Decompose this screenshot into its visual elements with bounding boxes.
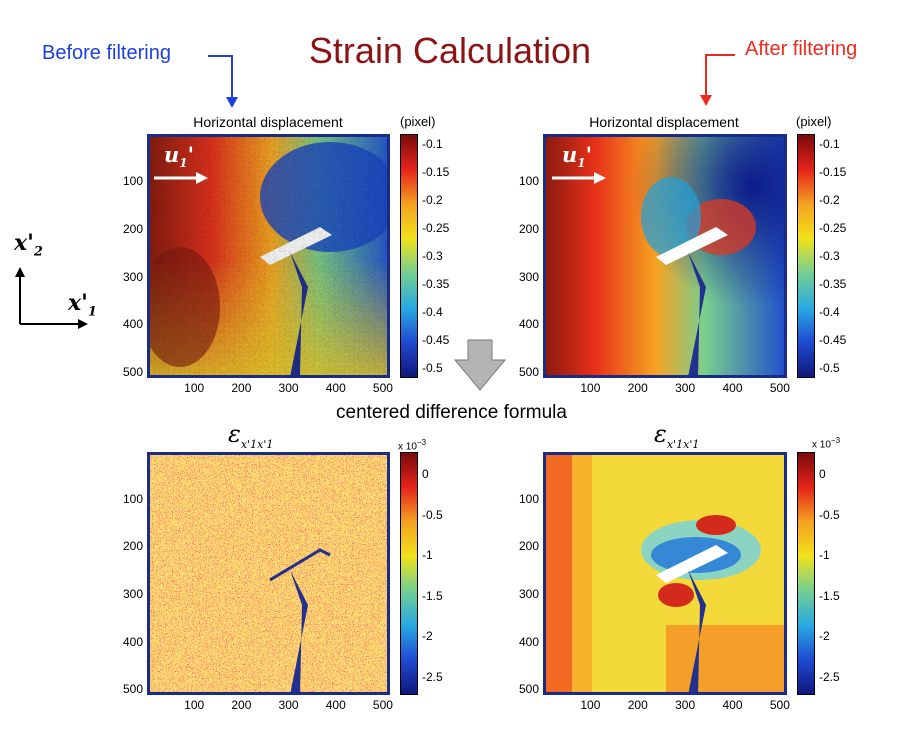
x-tick-label: 500 — [372, 698, 393, 712]
colorbar-tick-label: -0.5 — [422, 361, 443, 375]
y-tick-label: 300 — [122, 586, 143, 601]
top-left-colorbar — [400, 134, 418, 378]
top-right-plot-title: Horizontal displacement — [589, 114, 739, 130]
colorbar-tick-label: -0.4 — [819, 305, 840, 319]
x-tick-label: 500 — [372, 381, 393, 395]
bottom-left-heatmap — [147, 452, 390, 695]
page-title: Strain Calculation — [308, 30, 592, 71]
colorbar-tick-label: -0.3 — [819, 249, 840, 263]
y-tick-label: 300 — [122, 269, 143, 284]
y-tick-label: 500 — [518, 682, 539, 697]
colorbar-tick-label: -1 — [422, 548, 433, 563]
colorbar-tick-label: -0.15 — [819, 165, 847, 179]
colorbar-tick-label: -0.5 — [819, 507, 840, 522]
bottom-right-colorbar — [797, 452, 815, 695]
x-tick-label: 300 — [278, 698, 299, 712]
before-filtering-label: Before filtering — [42, 42, 171, 64]
top-right-unit: (pixel) — [796, 114, 832, 129]
y-tick-label: 500 — [122, 365, 143, 380]
colorbar-tick-label: -0.45 — [819, 333, 847, 347]
x-tick-label: 300 — [675, 698, 696, 712]
x-tick-label: 200 — [627, 381, 648, 395]
y-tick-label: 200 — [122, 221, 143, 236]
colorbar-tick-label: -0.2 — [819, 193, 840, 207]
x1-axis-label: x'1 — [68, 290, 97, 320]
y-tick-label: 100 — [518, 491, 539, 506]
colorbar-tick-label: -0.45 — [422, 333, 450, 347]
colorbar-tick-label: -0.35 — [422, 277, 450, 291]
bottom-left-unit: x 10−3 — [398, 438, 427, 453]
colorbar-tick-label: -2 — [422, 629, 433, 644]
x-tick-label: 100 — [184, 381, 205, 395]
y-tick-label: 100 — [518, 173, 539, 188]
top-right-heatmap — [543, 134, 787, 378]
bottom-left-colorbar — [400, 452, 418, 695]
x-tick-label: 400 — [325, 698, 346, 712]
colorbar-tick-label: -2 — [819, 629, 830, 644]
bottom-right-plot-title: εx'1x'1 — [654, 420, 700, 451]
y-tick-label: 100 — [122, 173, 143, 188]
x-tick-label: 400 — [722, 698, 743, 712]
x-tick-label: 200 — [627, 698, 648, 712]
colorbar-tick-label: -0.4 — [422, 305, 443, 319]
method-label: centered difference formula — [336, 402, 567, 423]
after-filtering-label: After filtering — [745, 38, 858, 60]
x-tick-label: 500 — [769, 698, 790, 712]
x-tick-label: 400 — [722, 381, 743, 395]
colorbar-tick-label: -2.5 — [422, 670, 443, 684]
bottom-left-plot-title: εx'1x'1 — [228, 420, 274, 451]
x-tick-label: 100 — [580, 381, 601, 395]
top-left-unit: (pixel) — [400, 114, 436, 129]
x2-axis-label: x'2 — [14, 230, 43, 260]
x-tick-label: 300 — [278, 381, 299, 395]
colorbar-tick-label: -0.3 — [422, 249, 443, 263]
colorbar-tick-label: -0.1 — [422, 137, 443, 151]
colorbar-tick-label: -2.5 — [819, 670, 840, 684]
y-tick-label: 100 — [122, 491, 143, 506]
colorbar-tick-label: -0.15 — [422, 165, 450, 179]
x-tick-label: 500 — [769, 381, 790, 395]
top-right-colorbar — [797, 134, 815, 378]
x-tick-label: 200 — [231, 698, 252, 712]
x-tick-label: 200 — [231, 381, 252, 395]
y-tick-label: 200 — [518, 539, 539, 554]
y-tick-label: 400 — [122, 317, 143, 332]
y-tick-label: 500 — [122, 682, 143, 697]
colorbar-tick-label: -0.5 — [819, 361, 840, 375]
y-tick-label: 400 — [518, 317, 539, 332]
x-tick-label: 300 — [675, 381, 696, 395]
top-left-direction-arrow — [154, 172, 208, 184]
bottom-right-heatmap — [543, 452, 787, 695]
top-right-direction-arrow — [552, 172, 606, 184]
y-tick-label: 400 — [518, 634, 539, 649]
colorbar-tick-label: -0.35 — [819, 277, 847, 291]
top-right-field-label: u1' — [562, 142, 593, 171]
y-tick-label: 300 — [518, 269, 539, 284]
y-tick-label: 300 — [518, 586, 539, 601]
colorbar-tick-label: -1.5 — [422, 588, 443, 603]
colorbar-tick-label: -1.5 — [819, 588, 840, 603]
y-tick-label: 200 — [122, 539, 143, 554]
colorbar-tick-label: -0.25 — [422, 221, 450, 235]
colorbar-tick-label: 0 — [819, 467, 826, 481]
bottom-right-unit: x 10−3 — [812, 436, 841, 451]
top-left-field-label: u1' — [164, 142, 195, 171]
y-tick-label: 500 — [518, 365, 539, 380]
colorbar-tick-label: 0 — [422, 467, 429, 481]
x-tick-label: 100 — [580, 698, 601, 712]
top-left-plot-title: Horizontal displacement — [193, 114, 343, 130]
colorbar-tick-label: -0.25 — [819, 221, 847, 235]
y-tick-label: 200 — [518, 221, 539, 236]
colorbar-tick-label: -1 — [819, 548, 830, 563]
x-tick-label: 400 — [325, 381, 346, 395]
y-tick-label: 400 — [122, 634, 143, 649]
colorbar-tick-label: -0.1 — [819, 137, 840, 151]
x-tick-label: 100 — [184, 698, 205, 712]
colorbar-tick-label: -0.5 — [422, 507, 443, 522]
colorbar-tick-label: -0.2 — [422, 193, 443, 207]
